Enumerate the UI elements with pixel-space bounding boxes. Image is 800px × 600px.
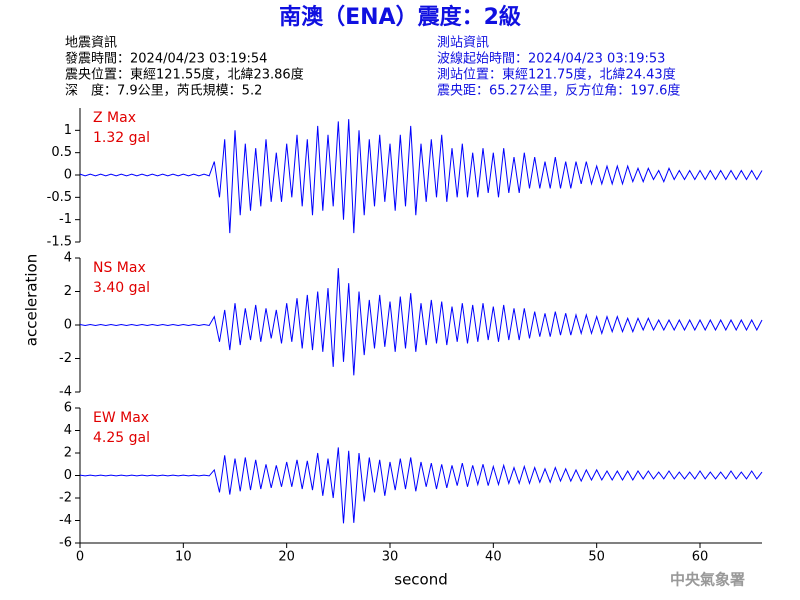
event-info: 震央位置：東經121.55度，北緯23.86度	[65, 67, 304, 83]
y-tick-label: 0	[64, 168, 72, 183]
waveform	[79, 268, 763, 376]
y-tick-label: -1.5	[47, 235, 72, 250]
event-info: 深 度：7.9公里，芮氏規模：5.2	[65, 83, 262, 99]
x-tick-label: 60	[692, 550, 709, 565]
y-tick-label: 2	[64, 446, 72, 461]
y-tick-label: 6	[64, 401, 72, 416]
y-axis-label: acceleration	[23, 254, 41, 346]
x-tick-label: 50	[588, 550, 605, 565]
x-tick-label: 10	[175, 550, 192, 565]
waveform	[79, 447, 763, 524]
max-label: 1.32 gal	[93, 130, 150, 146]
y-tick-label: 0.5	[51, 145, 72, 160]
event-info: 地震資訊	[65, 36, 117, 51]
y-tick-label: -6	[59, 536, 72, 551]
event-info: 發震時間：2024/04/23 03:19:54	[65, 52, 267, 67]
x-axis-label: second	[394, 571, 448, 589]
y-tick-label: 0	[64, 468, 72, 483]
y-tick-label: 1	[64, 123, 72, 138]
x-tick-label: 20	[278, 550, 295, 565]
waveform	[79, 119, 763, 234]
y-tick-label: -4	[59, 513, 72, 528]
y-tick-label: -1	[59, 212, 72, 227]
title: 南澳（ENA）震度：2級	[279, 4, 521, 30]
x-tick-label: 0	[76, 550, 84, 565]
station-info: 波線起始時間：2024/04/23 03:19:53	[437, 51, 665, 67]
y-tick-label: 2	[64, 284, 72, 299]
station-info: 震央距：65.27公里，反方位角：197.6度	[437, 83, 680, 99]
component-label: NS Max	[93, 260, 146, 276]
x-tick-label: 40	[485, 550, 502, 565]
max-label: 4.25 gal	[93, 430, 150, 446]
component-label: EW Max	[93, 410, 149, 426]
y-tick-label: -2	[59, 491, 72, 506]
y-tick-label: -2	[59, 351, 72, 366]
component-label: Z Max	[93, 110, 136, 126]
y-tick-label: -0.5	[47, 190, 72, 205]
y-tick-label: -4	[59, 385, 72, 400]
station-info: 測站資訊	[437, 36, 489, 51]
x-tick-label: 30	[382, 550, 399, 565]
station-info: 測站位置：東經121.75度，北緯24.43度	[437, 67, 676, 83]
max-label: 3.40 gal	[93, 280, 150, 296]
y-tick-label: 4	[64, 423, 72, 438]
agency: 中央氣象署	[670, 571, 745, 589]
y-tick-label: 4	[64, 251, 72, 266]
y-tick-label: 0	[64, 318, 72, 333]
